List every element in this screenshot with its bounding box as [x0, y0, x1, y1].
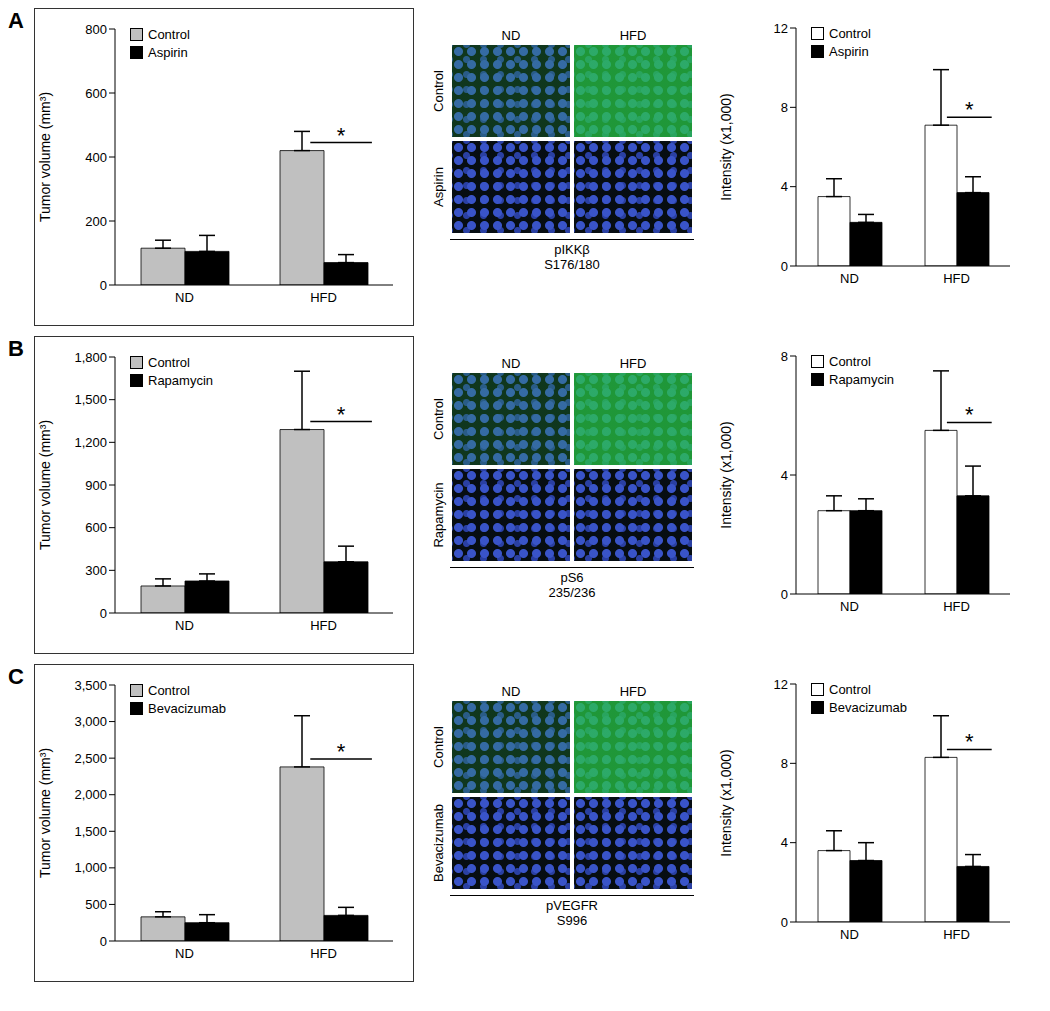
svg-text:1,500: 1,500: [74, 392, 107, 407]
svg-text:0: 0: [781, 587, 788, 602]
svg-text:Tumor volume (mm³): Tumor volume (mm³): [37, 748, 53, 878]
svg-text:*: *: [965, 729, 974, 754]
svg-text:4: 4: [781, 468, 788, 483]
svg-text:ND: ND: [175, 946, 194, 961]
svg-text:0: 0: [100, 934, 107, 949]
svg-text:*: *: [965, 402, 974, 427]
svg-text:1,000: 1,000: [74, 860, 107, 875]
svg-text:300: 300: [85, 563, 107, 578]
svg-text:0: 0: [100, 606, 107, 621]
svg-text:2,000: 2,000: [74, 787, 107, 802]
svg-text:600: 600: [85, 86, 107, 101]
svg-text:HFD: HFD: [310, 290, 337, 305]
svg-text:3,500: 3,500: [74, 678, 107, 693]
html-text:ND: ND: [501, 356, 521, 371]
html-text:Control: Control: [430, 70, 446, 112]
html-text:Control: Control: [148, 683, 190, 698]
html-text:HFD: HFD: [619, 356, 647, 371]
svg-text:3,000: 3,000: [74, 714, 107, 729]
svg-text:Intensity (x1,000): Intensity (x1,000): [718, 749, 734, 856]
html-text:pS6: pS6: [560, 570, 584, 585]
svg-text:HFD: HFD: [310, 618, 337, 633]
svg-text:Intensity (x1,000): Intensity (x1,000): [718, 421, 734, 528]
html-text:Control: Control: [148, 355, 190, 370]
html-text:Control: Control: [829, 26, 871, 41]
html-text:S176/180: S176/180: [544, 257, 600, 272]
html-text:Control: Control: [829, 682, 871, 697]
html-text:ND: ND: [501, 28, 521, 43]
html-text:Control: Control: [148, 27, 190, 42]
html-text:HFD: HFD: [619, 28, 647, 43]
html-text:pIKKβ: pIKKβ: [554, 242, 590, 257]
svg-text:*: *: [965, 97, 974, 122]
svg-text:HFD: HFD: [943, 599, 970, 614]
html-text:B: B: [8, 336, 24, 361]
html-text:HFD: HFD: [619, 684, 647, 699]
svg-text:1,800: 1,800: [74, 350, 107, 365]
html-text:Aspirin: Aspirin: [430, 167, 446, 207]
svg-text:4: 4: [781, 179, 788, 194]
html-text:A: A: [8, 8, 24, 33]
svg-text:900: 900: [85, 478, 107, 493]
html-text:pVEGFR: pVEGFR: [546, 898, 598, 913]
svg-text:0: 0: [100, 278, 107, 293]
svg-text:Tumor volume (mm³): Tumor volume (mm³): [37, 420, 53, 550]
svg-text:HFD: HFD: [943, 927, 970, 942]
svg-text:8: 8: [781, 756, 788, 771]
svg-text:200: 200: [85, 214, 107, 229]
html-text:Bevacizumab: Bevacizumab: [148, 701, 226, 716]
svg-text:ND: ND: [840, 927, 859, 942]
svg-text:400: 400: [85, 150, 107, 165]
svg-text:*: *: [337, 402, 346, 427]
svg-text:600: 600: [85, 520, 107, 535]
svg-text:0: 0: [781, 915, 788, 930]
svg-text:HFD: HFD: [310, 946, 337, 961]
html-text:Rapamycin: Rapamycin: [829, 372, 894, 387]
svg-text:ND: ND: [840, 271, 859, 286]
svg-text:Tumor volume (mm³): Tumor volume (mm³): [37, 92, 53, 222]
svg-text:2,500: 2,500: [74, 751, 107, 766]
svg-text:12: 12: [774, 21, 788, 36]
svg-text:4: 4: [781, 835, 788, 850]
html-text:Bevacizumab: Bevacizumab: [430, 804, 446, 882]
svg-text:1,200: 1,200: [74, 435, 107, 450]
svg-text:12: 12: [774, 677, 788, 692]
svg-text:Intensity (x1,000): Intensity (x1,000): [718, 93, 734, 200]
html-text:Rapamycin: Rapamycin: [148, 373, 213, 388]
html-text:Bevacizumab: Bevacizumab: [829, 700, 907, 715]
html-text:Control: Control: [430, 398, 446, 440]
svg-text:ND: ND: [175, 618, 194, 633]
svg-text:500: 500: [85, 897, 107, 912]
html-text:Control: Control: [430, 726, 446, 768]
svg-text:8: 8: [781, 349, 788, 364]
svg-text:1,500: 1,500: [74, 824, 107, 839]
html-text:C: C: [8, 664, 24, 689]
svg-text:*: *: [337, 739, 346, 764]
svg-text:*: *: [337, 123, 346, 148]
html-text:Aspirin: Aspirin: [148, 45, 188, 60]
svg-text:800: 800: [85, 22, 107, 37]
svg-text:ND: ND: [840, 599, 859, 614]
svg-text:0: 0: [781, 259, 788, 274]
html-text:Aspirin: Aspirin: [829, 44, 869, 59]
svg-text:ND: ND: [175, 290, 194, 305]
html-text:ND: ND: [501, 684, 521, 699]
html-text:235/236: 235/236: [548, 585, 596, 600]
svg-text:HFD: HFD: [943, 271, 970, 286]
html-text:S996: S996: [556, 913, 588, 928]
html-text:Control: Control: [829, 354, 871, 369]
html-text:Rapamycin: Rapamycin: [430, 482, 446, 548]
svg-text:8: 8: [781, 100, 788, 115]
